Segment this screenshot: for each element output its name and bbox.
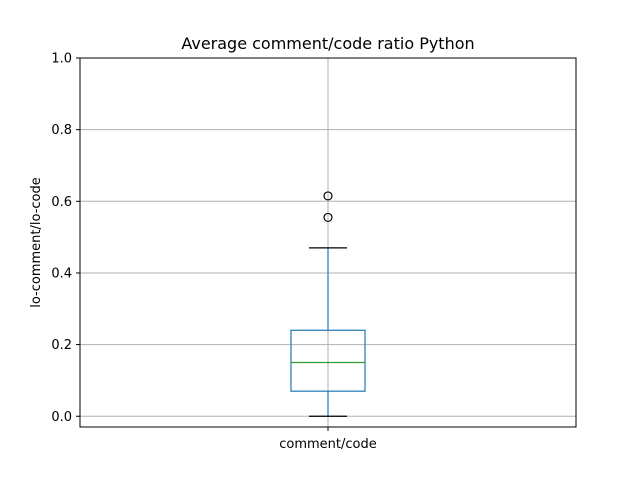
y-tick-label: 0.0 <box>51 410 72 425</box>
chart-title: Average comment/code ratio Python <box>181 34 474 53</box>
box-layer <box>290 191 366 417</box>
outlier-point <box>323 212 333 223</box>
x-tick-label: comment/code <box>279 437 377 452</box>
y-tick-label: 0.8 <box>51 123 72 138</box>
y-axis-label: lo-comment/lo-code <box>29 177 44 308</box>
box-iqr <box>290 329 366 392</box>
grid-layer <box>80 57 576 427</box>
y-tick-label: 1.0 <box>51 52 72 67</box>
outlier-point <box>323 191 333 201</box>
y-tick-label: 0.2 <box>51 338 72 353</box>
tick-layer: 0.0 0.2 0.4 0.6 0.8 1.0 comment/code <box>51 52 376 453</box>
y-tick-label: 0.4 <box>51 266 72 281</box>
y-tick-label: 0.6 <box>51 195 72 210</box>
